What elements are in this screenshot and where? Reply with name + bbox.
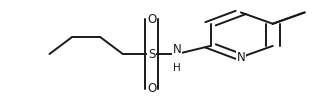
Text: H: H [173, 63, 181, 73]
Text: N: N [173, 43, 182, 56]
Text: O: O [147, 13, 156, 26]
Text: O: O [147, 82, 156, 95]
Text: N: N [236, 51, 245, 64]
Text: S: S [148, 48, 155, 60]
